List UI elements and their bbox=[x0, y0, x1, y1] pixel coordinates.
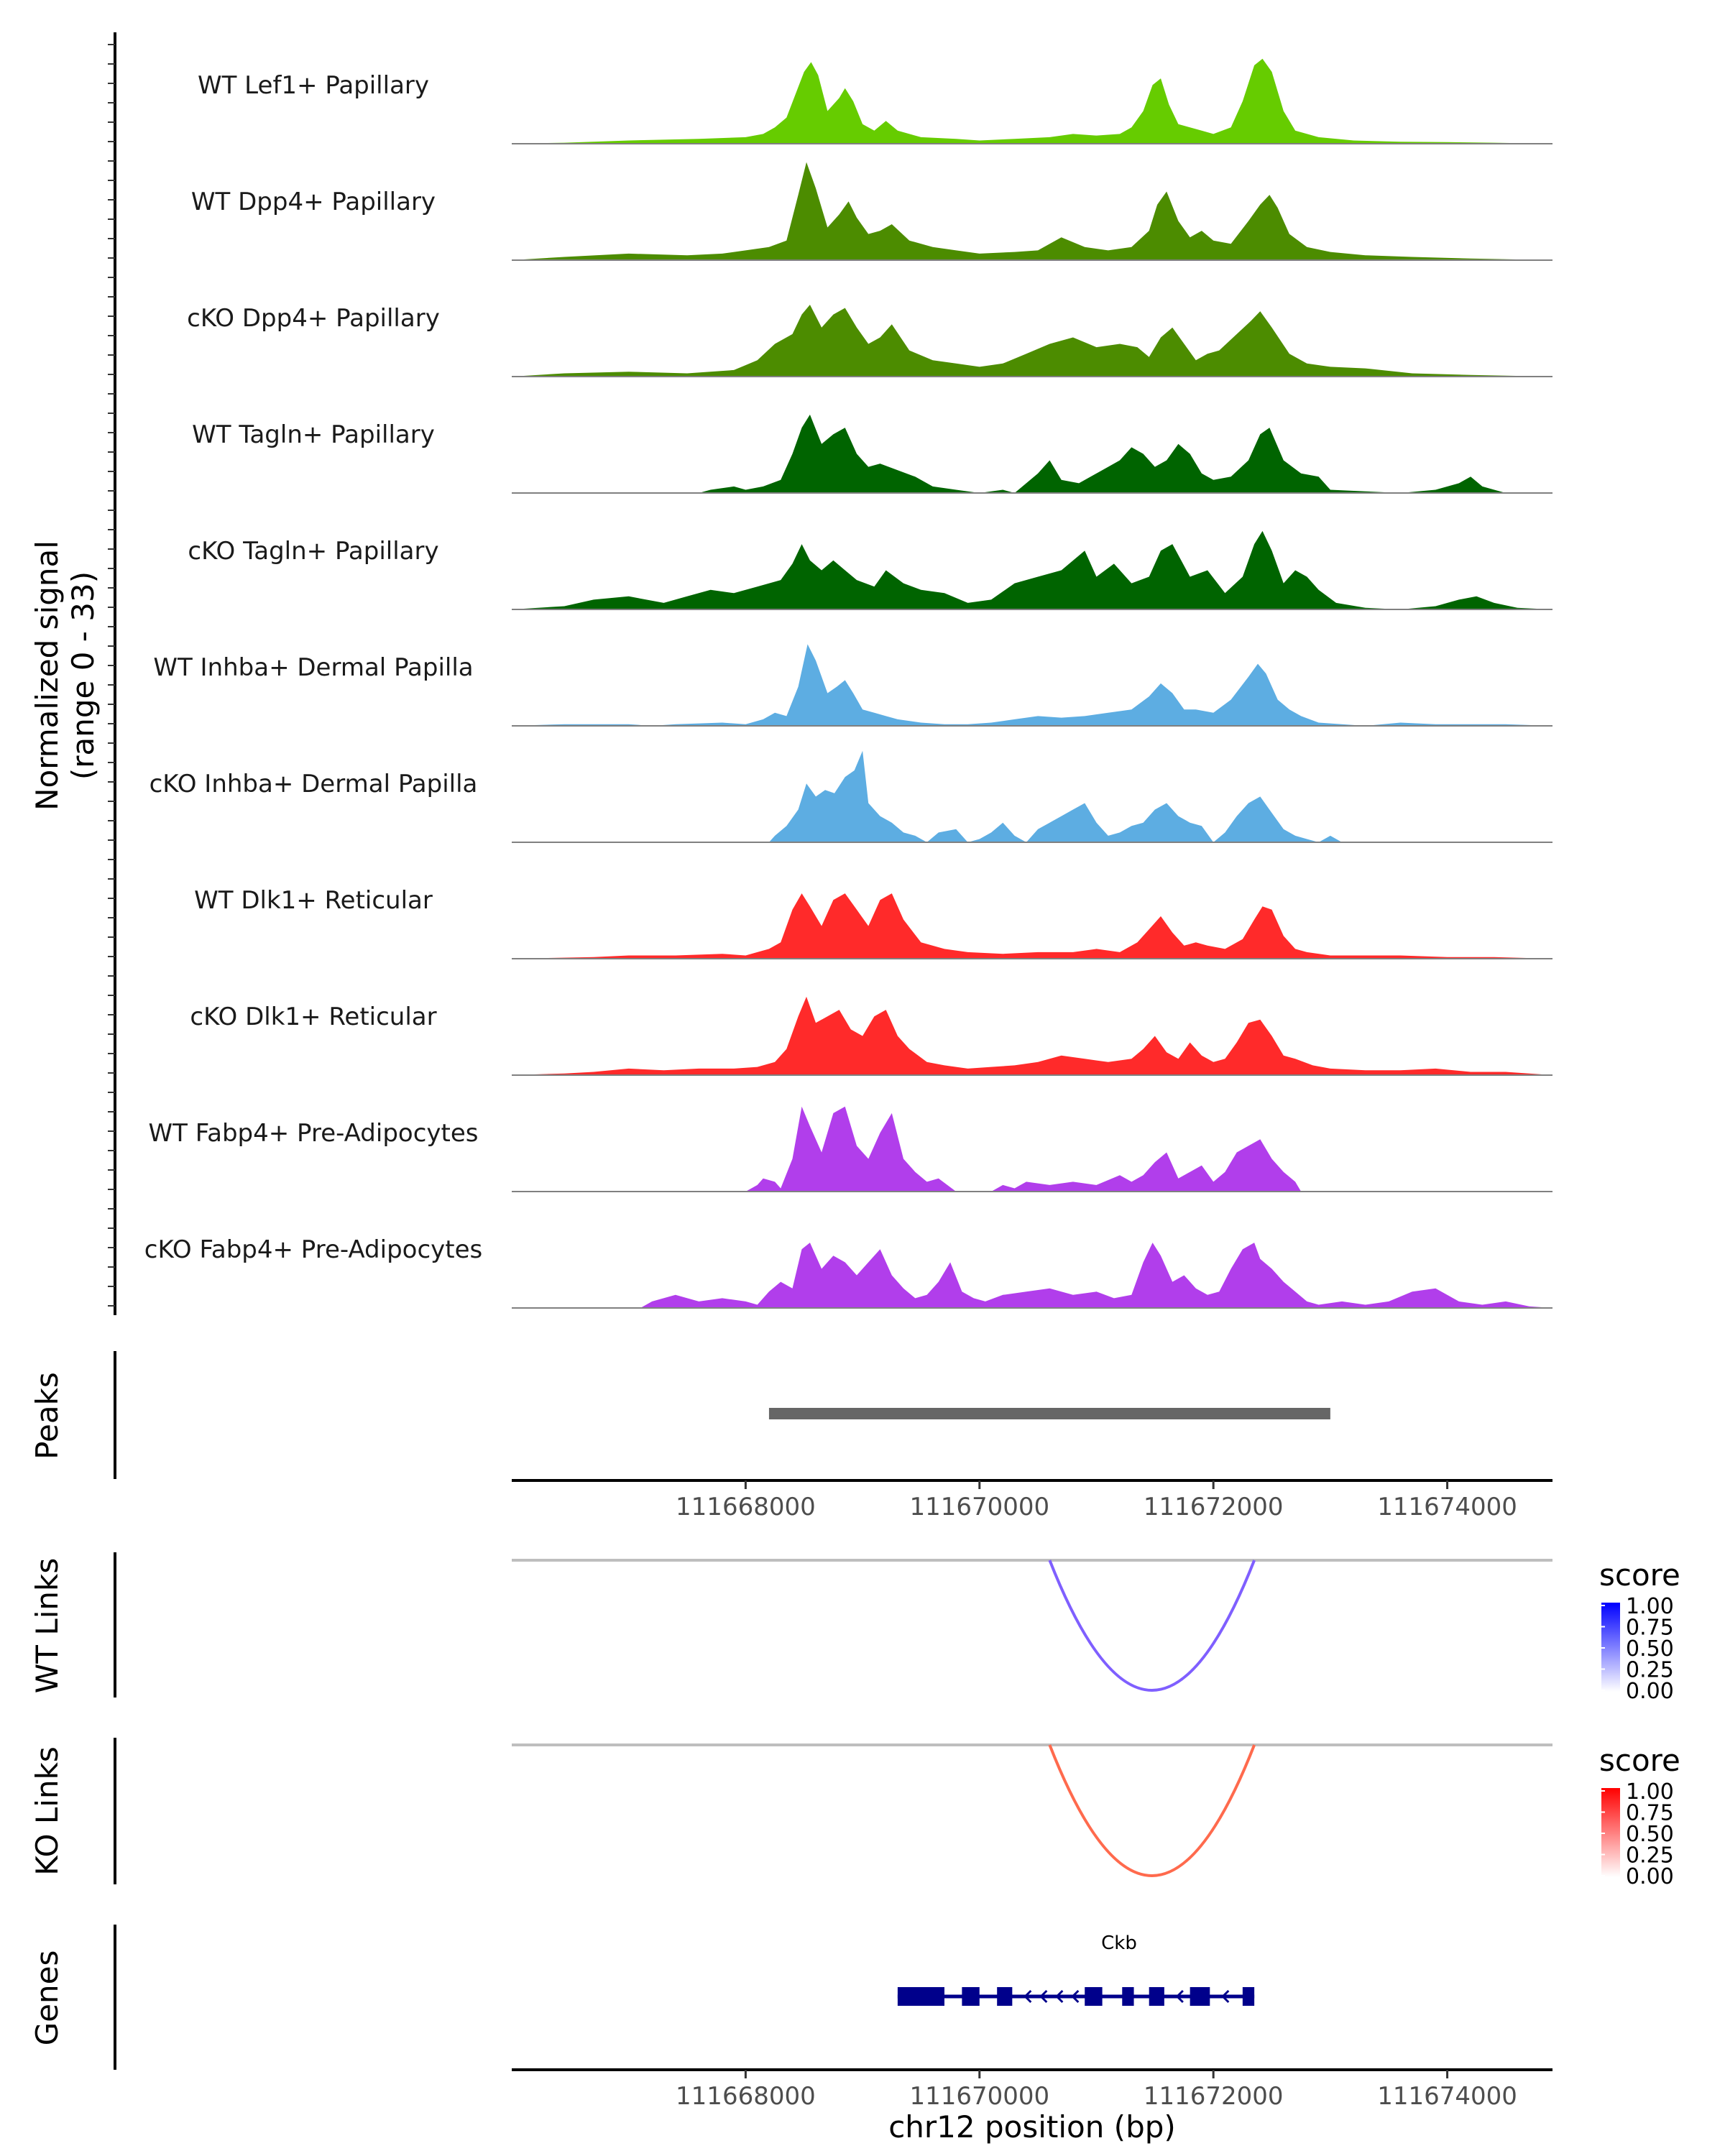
link-arc bbox=[1048, 1560, 1256, 1692]
coverage-track: WT Tagln+ Papillary bbox=[192, 414, 1552, 494]
coverage-track-label: cKO Dpp4+ Papillary bbox=[187, 304, 440, 333]
coverage-area bbox=[512, 530, 1552, 609]
coverage-area bbox=[512, 305, 1552, 377]
legend-tick-label: 1.00 bbox=[1626, 1779, 1674, 1805]
legend-tick-label: 0.75 bbox=[1626, 1616, 1674, 1641]
coverage-tracks: WT Lef1+ Papillary WT Dpp4+ Papillary cKO … bbox=[144, 58, 1552, 1309]
coverage-area bbox=[512, 893, 1552, 959]
coverage-track: cKO Tagln+ Papillary bbox=[188, 530, 1552, 610]
coverage-y-axis-title: Normalized signal bbox=[29, 540, 65, 811]
legend-tick-label: 0.25 bbox=[1626, 1658, 1674, 1683]
coverage-track-label: cKO Fabp4+ Pre-Adipocytes bbox=[144, 1235, 483, 1264]
gene-exon bbox=[997, 1987, 1013, 2006]
genes-panel: Genes Ckb 111668000 111670000 111672000 111… bbox=[29, 1925, 1552, 2145]
strand-arrow bbox=[1055, 1989, 1064, 2004]
x-axis-tick-label: 111670000 bbox=[909, 1493, 1049, 1521]
ko-links-panel: KO Links score 1.000.750.500.250.00 bbox=[29, 1738, 1680, 1889]
legend-tick-label: 0.00 bbox=[1626, 1679, 1674, 1704]
gene-model: Ckb bbox=[897, 1932, 1255, 2006]
coverage-area bbox=[512, 58, 1552, 144]
gene-exon bbox=[1149, 1987, 1164, 2006]
gene-exon bbox=[1242, 1987, 1255, 2006]
x-axis-tick-label: 111670000 bbox=[909, 2082, 1049, 2111]
legend-tick-label: 0.50 bbox=[1626, 1822, 1674, 1847]
coverage-area bbox=[512, 1243, 1552, 1308]
coverage-track: WT Dlk1+ Reticular bbox=[194, 886, 1552, 959]
strand-arrow bbox=[1175, 1989, 1184, 2004]
gene-exon bbox=[962, 1987, 980, 2006]
coverage-track: WT Inhba+ Dermal Papilla bbox=[153, 644, 1552, 727]
gene-exon bbox=[897, 1987, 944, 2006]
coverage-track: WT Lef1+ Papillary bbox=[198, 58, 1552, 144]
coverage-track: cKO Inhba+ Dermal Papilla bbox=[150, 750, 1552, 843]
legend-tick-label: 0.25 bbox=[1626, 1843, 1674, 1869]
coverage-area bbox=[512, 996, 1552, 1075]
legend-tick-label: 0.50 bbox=[1626, 1636, 1674, 1662]
coverage-area bbox=[512, 414, 1552, 493]
wt-links-panel-label: WT Links bbox=[29, 1558, 65, 1693]
coverage-track: WT Fabp4+ Pre-Adipocytes bbox=[149, 1106, 1552, 1192]
coverage-track: cKO Fabp4+ Pre-Adipocytes bbox=[144, 1235, 1552, 1309]
wt-links bbox=[1048, 1560, 1256, 1692]
wt-links-panel: WT Links score 1.000.750.500.250.00 bbox=[29, 1552, 1680, 1704]
legend-tick-label: 0.00 bbox=[1626, 1864, 1674, 1889]
coverage-area bbox=[512, 644, 1552, 726]
coverage-track-label: WT Inhba+ Dermal Papilla bbox=[153, 653, 473, 682]
ko-legend-title: score bbox=[1599, 1743, 1680, 1778]
strand-arrow bbox=[1071, 1989, 1080, 2004]
coverage-minor-ticks bbox=[108, 44, 115, 1307]
gene-exon bbox=[1190, 1987, 1210, 2006]
coverage-track-label: cKO Dlk1+ Reticular bbox=[190, 1003, 436, 1031]
peaks-panel: Peaks 111668000 111670000 111672000 1116740… bbox=[29, 1351, 1552, 1521]
coverage-track: WT Dpp4+ Papillary bbox=[191, 162, 1552, 261]
genes-panel-label: Genes bbox=[29, 1950, 65, 2046]
peak-region bbox=[768, 1408, 1330, 1419]
coverage-track: cKO Dpp4+ Papillary bbox=[187, 304, 1552, 377]
strand-arrow bbox=[1221, 1989, 1230, 2004]
coverage-panel: Normalized signal (range 0 - 33) WT Lef1… bbox=[29, 32, 1552, 1315]
peaks-panel-label: Peaks bbox=[29, 1372, 65, 1460]
x-axis-tick-label: 111674000 bbox=[1377, 2082, 1517, 2111]
legend-tick-label: 1.00 bbox=[1626, 1594, 1674, 1619]
ko-links-panel-label: KO Links bbox=[29, 1746, 65, 1876]
coverage-track-label: WT Tagln+ Papillary bbox=[192, 420, 435, 449]
coverage-track-label: cKO Inhba+ Dermal Papilla bbox=[150, 770, 478, 798]
gene-exon bbox=[1122, 1987, 1134, 2006]
wt-legend-title: score bbox=[1599, 1557, 1680, 1593]
link-arc bbox=[1048, 1744, 1256, 1877]
x-axis-top-ticks: 111668000 111670000 111672000 111674000 bbox=[676, 1480, 1517, 1521]
coverage-area bbox=[512, 750, 1552, 842]
wt-score-legend: score 1.000.750.500.250.00 bbox=[1599, 1557, 1680, 1704]
x-axis-tick-label: 111668000 bbox=[676, 1493, 816, 1521]
coverage-track: cKO Dlk1+ Reticular bbox=[190, 996, 1552, 1076]
x-axis-tick-label: 111672000 bbox=[1144, 2082, 1284, 2111]
x-axis-tick-label: 111668000 bbox=[676, 2082, 816, 2111]
peak-regions bbox=[768, 1408, 1330, 1419]
ko-score-legend: score 1.000.750.500.250.00 bbox=[1599, 1743, 1680, 1889]
coverage-area bbox=[512, 162, 1552, 260]
coverage-track-label: cKO Tagln+ Papillary bbox=[188, 537, 438, 566]
coverage-track-label: WT Dpp4+ Papillary bbox=[191, 188, 436, 216]
strand-arrow bbox=[1024, 1989, 1032, 2004]
coverage-track-label: WT Lef1+ Papillary bbox=[198, 71, 429, 100]
strand-arrow bbox=[1039, 1989, 1048, 2004]
coverage-y-axis-range: (range 0 - 33) bbox=[65, 571, 101, 780]
legend-tick-label: 0.75 bbox=[1626, 1801, 1674, 1826]
ko-links bbox=[1048, 1744, 1256, 1877]
gene-name-label: Ckb bbox=[1101, 1932, 1137, 1954]
x-axis-title: chr12 position (bp) bbox=[888, 2109, 1176, 2145]
x-axis-tick-label: 111672000 bbox=[1144, 1493, 1284, 1521]
coverage-track-label: WT Fabp4+ Pre-Adipocytes bbox=[149, 1119, 479, 1148]
gene-exon bbox=[1085, 1987, 1103, 2006]
coverage-area bbox=[512, 1106, 1552, 1192]
x-axis-bottom-ticks: 111668000 111670000 111672000 111674000 bbox=[676, 2070, 1517, 2111]
x-axis-tick-label: 111674000 bbox=[1377, 1493, 1517, 1521]
coverage-track-label: WT Dlk1+ Reticular bbox=[194, 886, 433, 915]
